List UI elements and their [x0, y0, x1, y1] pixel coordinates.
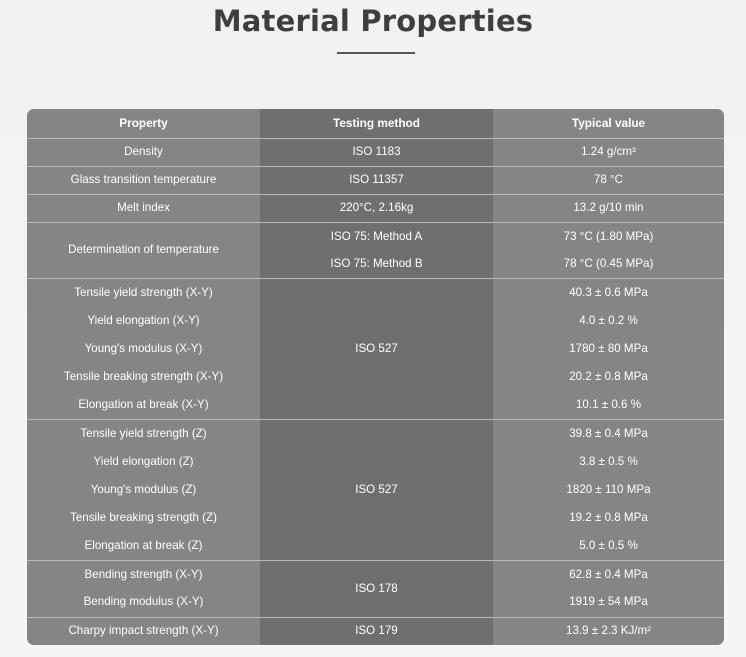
- value-cell: 1820 ± 110 MPa: [493, 476, 724, 505]
- property-cell: Yield elongation (X-Y): [27, 307, 260, 336]
- value-cell: 20.2 ± 0.8 MPa: [493, 363, 724, 392]
- value-cell: 39.8 ± 0.4 MPa: [493, 419, 724, 449]
- table-row: Tensile breaking strength (Z) 19.2 ± 0.8…: [27, 504, 724, 533]
- table-row: Elongation at break (X-Y) 10.1 ± 0.6 %: [27, 391, 724, 420]
- properties-table: Property Testing method Typical value De…: [27, 109, 724, 645]
- table-row: Young's modulus (Z) 1820 ± 110 MPa: [27, 476, 724, 505]
- method-cell: ISO 1183: [260, 137, 493, 167]
- value-cell: 1780 ± 80 MPa: [493, 335, 724, 364]
- table-row: ISO 75: Method B 78 °C (0.45 MPa): [27, 250, 724, 279]
- value-cell: 40.3 ± 0.6 MPa: [493, 278, 724, 308]
- method-cell: ISO 178: [260, 560, 493, 618]
- header-typical-value: Typical value: [493, 109, 724, 138]
- value-cell: 5.0 ± 0.5 %: [493, 532, 724, 561]
- value-cell: 73 °C (1.80 MPa): [493, 222, 724, 251]
- page-title: Material Properties: [212, 4, 534, 38]
- value-cell: 78 °C (0.45 MPa): [493, 250, 724, 279]
- property-cell: Density: [27, 137, 260, 167]
- method-cell: 220°C, 2.16kg: [260, 193, 493, 223]
- table-row: Yield elongation (Z) 3.8 ± 0.5 %: [27, 448, 724, 477]
- header-testing-method: Testing method: [260, 109, 493, 138]
- property-cell: Yield elongation (Z): [27, 448, 260, 477]
- value-cell: 78 °C: [493, 165, 724, 195]
- table-row: Charpy impact strength (X-Y) ISO 179 13.…: [27, 616, 724, 645]
- method-cell: ISO 527: [260, 278, 493, 420]
- table-row: Young's modulus (X-Y) 1780 ± 80 MPa: [27, 335, 724, 364]
- table-row: Density ISO 1183 1.24 g/cm³: [27, 137, 724, 167]
- value-cell: 13.2 g/10 min: [493, 193, 724, 223]
- property-cell: Tensile breaking strength (Z): [27, 504, 260, 533]
- table-row: Tensile yield strength (Z) ISO 527 39.8 …: [27, 419, 724, 561]
- value-cell: 1.24 g/cm³: [493, 137, 724, 167]
- properties-table-container: Property Testing method Typical value De…: [27, 109, 724, 645]
- value-cell: 19.2 ± 0.8 MPa: [493, 504, 724, 533]
- property-cell: Charpy impact strength (X-Y): [27, 616, 260, 645]
- table-row: Yield elongation (X-Y) 4.0 ± 0.2 %: [27, 307, 724, 336]
- value-cell: 1919 ± 54 MPa: [493, 589, 724, 618]
- table-row: Tensile yield strength (X-Y) ISO 527 40.…: [27, 278, 724, 420]
- property-cell: Glass transition temperature: [27, 165, 260, 195]
- property-cell: Young's modulus (X-Y): [27, 335, 260, 364]
- property-cell: Tensile yield strength (Z): [27, 419, 260, 449]
- table-row: Glass transition temperature ISO 11357 7…: [27, 165, 724, 195]
- header-property: Property: [27, 109, 260, 138]
- property-cell: Elongation at break (X-Y): [27, 391, 260, 420]
- value-cell: 10.1 ± 0.6 %: [493, 391, 724, 420]
- value-cell: 4.0 ± 0.2 %: [493, 307, 724, 336]
- table-row: Determination of temperature ISO 75: Met…: [27, 222, 724, 279]
- table-header-row: Property Testing method Typical value: [27, 109, 724, 138]
- property-cell: Melt index: [27, 193, 260, 223]
- value-cell: 3.8 ± 0.5 %: [493, 448, 724, 477]
- property-cell: Young's modulus (Z): [27, 476, 260, 505]
- method-cell: ISO 11357: [260, 165, 493, 195]
- method-cell: ISO 179: [260, 616, 493, 645]
- title-underline: [337, 52, 415, 54]
- property-cell: Tensile breaking strength (X-Y): [27, 363, 260, 392]
- table-row: Elongation at break (Z) 5.0 ± 0.5 %: [27, 532, 724, 561]
- property-cell: Bending modulus (X-Y): [27, 589, 260, 618]
- property-cell: Elongation at break (Z): [27, 532, 260, 561]
- value-cell: 13.9 ± 2.3 KJ/m²: [493, 616, 724, 645]
- method-cell: ISO 75: Method B: [260, 250, 493, 279]
- method-cell: ISO 527: [260, 419, 493, 561]
- table-row: Melt index 220°C, 2.16kg 13.2 g/10 min: [27, 193, 724, 223]
- property-cell: Bending strength (X-Y): [27, 560, 260, 589]
- property-cell: Tensile yield strength (X-Y): [27, 278, 260, 308]
- table-row: Tensile breaking strength (X-Y) 20.2 ± 0…: [27, 363, 724, 392]
- method-cell: ISO 75: Method A: [260, 222, 493, 251]
- value-cell: 62.8 ± 0.4 MPa: [493, 560, 724, 589]
- table-row: Bending modulus (X-Y) 1919 ± 54 MPa: [27, 589, 724, 618]
- property-cell: Determination of temperature: [27, 222, 260, 279]
- table-row: Bending strength (X-Y) ISO 178 62.8 ± 0.…: [27, 560, 724, 618]
